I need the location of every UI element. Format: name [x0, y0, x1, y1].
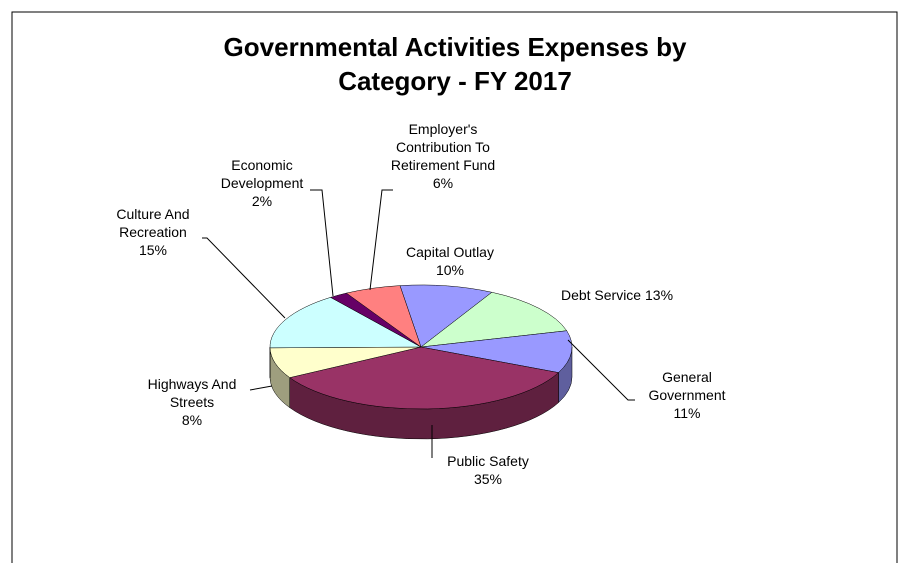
- leader-line: [249, 385, 273, 391]
- category-label: General Government: [648, 369, 726, 403]
- value-label: 10%: [435, 262, 465, 278]
- value-label: 8%: [181, 412, 203, 428]
- chart-title: Governmental Activities Expenses by Cate…: [223, 32, 687, 96]
- value-label: 2%: [251, 193, 273, 209]
- chart-frame: [11, 11, 898, 563]
- slice-label: Public Safety 35%: [428, 452, 548, 488]
- slice-label: Highways And Streets 8%: [132, 375, 252, 429]
- value-label: 35%: [473, 471, 503, 487]
- slice: [289, 346, 560, 410]
- slice-label: General Government 11%: [627, 368, 747, 422]
- leader-line: [369, 189, 393, 291]
- value-label: 11%: [673, 405, 701, 421]
- slice-label: Employer's Contribution To Retirement Fu…: [378, 120, 508, 192]
- value-label: 13%: [645, 287, 674, 303]
- slice: [345, 285, 422, 348]
- slice-label: Culture And Recreation 15%: [93, 205, 213, 259]
- slice: [269, 297, 422, 349]
- category-label: Economic Development: [220, 157, 304, 191]
- category-label: Capital Outlay: [406, 244, 494, 260]
- leader-line: [567, 339, 635, 401]
- slice-label: Economic Development 2%: [202, 156, 322, 210]
- value-label: 15%: [138, 242, 168, 258]
- category-label: Public Safety: [447, 453, 529, 469]
- category-label: Culture And Recreation: [116, 206, 190, 240]
- category-label: Employer's Contribution To Retirement Fu…: [390, 121, 496, 173]
- category-label: Debt Service: [560, 287, 642, 303]
- slice: [420, 330, 573, 373]
- category-label: Highways And Streets: [147, 376, 237, 410]
- leader-line: [310, 189, 334, 297]
- value-label: 6%: [432, 175, 454, 191]
- slice-label: Capital Outlay 10%: [390, 243, 510, 279]
- leader-line: [202, 237, 286, 319]
- slice: [399, 284, 493, 348]
- slice-label: Debt Service 13%: [537, 286, 697, 304]
- slice: [420, 291, 568, 348]
